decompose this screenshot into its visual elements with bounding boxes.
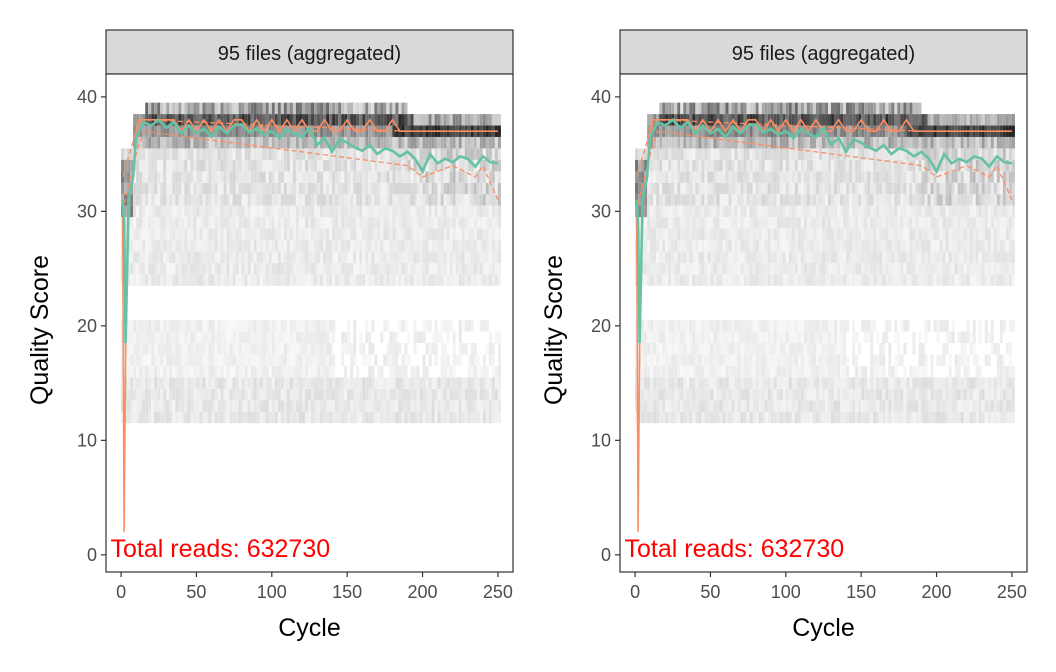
y-tick-label: 40 — [77, 87, 97, 107]
total-reads-annotation: Total reads: 632730 — [111, 535, 331, 563]
x-tick-label: 0 — [630, 582, 640, 602]
panel-title: 95 files (aggregated) — [732, 43, 915, 65]
x-tick-label: 50 — [186, 582, 206, 602]
x-tick-label: 150 — [846, 582, 876, 602]
y-tick-label: 20 — [591, 316, 611, 336]
y-axis-title: Quality Score — [540, 255, 568, 405]
panel-strip — [105, 29, 514, 75]
panel-border — [619, 73, 1028, 573]
x-tick-label: 200 — [408, 582, 438, 602]
y-tick-label: 40 — [591, 87, 611, 107]
quartile-line-2 — [635, 130, 1013, 212]
total-reads-annotation: Total reads: 632730 — [625, 535, 845, 563]
x-tick-label: 50 — [700, 582, 720, 602]
heatmap-tiles — [121, 102, 501, 424]
y-tick-label: 20 — [77, 316, 97, 336]
panel-title: 95 files (aggregated) — [218, 43, 401, 65]
y-axis-title: Quality Score — [26, 255, 54, 405]
x-tick-label: 250 — [997, 582, 1027, 602]
y-tick-label: 30 — [591, 201, 611, 221]
x-tick-label: 0 — [116, 582, 126, 602]
x-axis-title: Cycle — [792, 614, 855, 642]
heatmap-tiles — [635, 102, 1015, 424]
y-tick-label: 10 — [591, 430, 611, 450]
quality-panel-1: 95 files (aggregated) Total reads: 632730… — [26, 29, 514, 642]
y-tick-label: 0 — [601, 545, 611, 565]
y-tick-label: 0 — [87, 545, 97, 565]
panel-border — [105, 73, 514, 573]
y-tick-label: 10 — [77, 430, 97, 450]
mean-line — [121, 118, 499, 344]
x-tick-label: 250 — [483, 582, 513, 602]
quartile-line-2 — [121, 130, 499, 212]
mean-line — [635, 118, 1013, 344]
x-tick-label: 100 — [771, 582, 801, 602]
x-tick-label: 200 — [922, 582, 952, 602]
x-axis-title: Cycle — [278, 614, 341, 642]
x-tick-label: 100 — [257, 582, 287, 602]
x-tick-label: 150 — [332, 582, 362, 602]
y-tick-label: 30 — [77, 201, 97, 221]
quality-panel-2: 95 files (aggregated) Total reads: 632730… — [540, 29, 1028, 642]
